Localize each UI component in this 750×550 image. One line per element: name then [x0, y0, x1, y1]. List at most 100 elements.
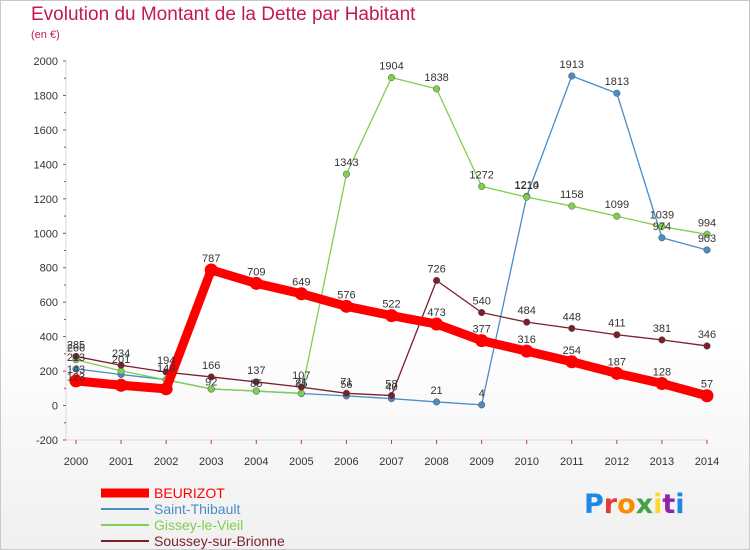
x-tick-label: 2004: [244, 456, 268, 468]
series-point: [568, 324, 576, 332]
series-point: [252, 387, 260, 395]
data-label: 1838: [424, 72, 448, 84]
series-point: [72, 352, 80, 360]
data-label: 71: [340, 376, 352, 388]
series-point: [520, 344, 534, 358]
series-point: [613, 89, 621, 97]
data-label: 1158: [560, 189, 584, 201]
data-label: 213: [67, 352, 85, 364]
logo-letter: o: [617, 489, 636, 520]
data-label: 473: [427, 307, 445, 319]
y-tick-label: 200: [40, 366, 58, 378]
x-tick-label: 2013: [650, 456, 674, 468]
series-point: [565, 355, 579, 369]
logo-letter: r: [603, 489, 618, 520]
series-point: [207, 385, 215, 393]
data-label: 201: [112, 354, 130, 366]
series-point: [658, 234, 666, 242]
series-point: [252, 378, 260, 386]
series-point: [703, 246, 711, 254]
data-label: 107: [292, 370, 310, 382]
data-label: 58: [385, 379, 397, 391]
x-tick-label: 2001: [109, 456, 133, 468]
series-point: [655, 376, 669, 390]
data-label: 166: [202, 360, 220, 372]
y-tick-label: 800: [40, 263, 58, 275]
data-label: 21: [430, 385, 442, 397]
series-point: [159, 382, 173, 396]
y-tick-label: -200: [36, 435, 58, 447]
data-label: 411: [608, 318, 626, 330]
logo-letter: i: [653, 489, 663, 520]
data-label: 1813: [605, 76, 629, 88]
series-point: [117, 361, 125, 369]
series-point: [294, 287, 308, 301]
data-label: 1210: [514, 180, 538, 192]
data-label: 316: [518, 334, 536, 346]
data-label: 709: [247, 266, 265, 278]
y-tick-label: 1800: [34, 90, 58, 102]
data-label: 92: [205, 377, 217, 389]
series-point: [568, 202, 576, 210]
x-tick-label: 2002: [154, 456, 178, 468]
data-label: 903: [698, 233, 716, 245]
data-label: 266: [67, 343, 85, 355]
data-label: 128: [653, 366, 671, 378]
series-point: [72, 365, 80, 373]
x-tick-label: 2014: [695, 456, 719, 468]
y-tick-label: 2000: [34, 56, 58, 68]
chart-subtitle: (en €): [31, 29, 60, 41]
data-label: 85: [295, 378, 307, 390]
series-line-gissey-le-vieil: [75, 76, 708, 394]
data-label: 522: [382, 299, 400, 311]
series-point: [204, 263, 218, 277]
data-label: 187: [608, 356, 626, 368]
data-label: 85: [250, 378, 262, 390]
data-label: 1039: [650, 210, 674, 222]
series-point: [433, 85, 441, 93]
x-tick-label: 2005: [289, 456, 313, 468]
data-label: 649: [292, 277, 310, 289]
series-point: [523, 318, 531, 326]
series-point: [342, 170, 350, 178]
x-tick-label: 2006: [334, 456, 358, 468]
data-label: 143: [67, 364, 85, 376]
x-tick-label: 2012: [605, 456, 629, 468]
x-tick-label: 2008: [424, 456, 448, 468]
series-point: [433, 276, 441, 285]
data-label: 57: [701, 379, 713, 391]
series-point: [387, 73, 396, 82]
y-tick-label: 400: [40, 332, 58, 344]
proxiti-logo: Proxiti: [584, 489, 685, 520]
data-label: 234: [112, 348, 130, 360]
series-point: [339, 299, 353, 313]
data-label: 285: [67, 339, 85, 351]
data-label: 576: [337, 289, 355, 301]
series-point: [430, 317, 444, 331]
x-tick-label: 2000: [64, 456, 88, 468]
series-point: [249, 276, 263, 290]
series-point: [658, 336, 666, 344]
data-label: 448: [563, 311, 581, 323]
logo-letter: t: [662, 489, 676, 520]
y-tick-label: 1200: [34, 194, 58, 206]
series-point: [658, 223, 666, 231]
data-label: 994: [698, 217, 716, 229]
data-label: 1272: [469, 169, 493, 181]
data-label: 1343: [334, 157, 358, 169]
series-point: [385, 309, 398, 323]
series-point: [478, 401, 486, 409]
data-label: 1099: [605, 199, 629, 211]
series-point: [478, 308, 486, 317]
data-label: 137: [247, 365, 265, 377]
data-label: 1904: [379, 61, 403, 73]
legend-label: Soussey-sur-Brionne: [154, 533, 285, 549]
series-point: [703, 230, 711, 238]
series-point: [613, 212, 621, 220]
x-tick-label: 2011: [560, 456, 584, 468]
data-label: 346: [698, 329, 716, 341]
series-point: [433, 398, 441, 406]
data-label: 726: [427, 263, 445, 275]
